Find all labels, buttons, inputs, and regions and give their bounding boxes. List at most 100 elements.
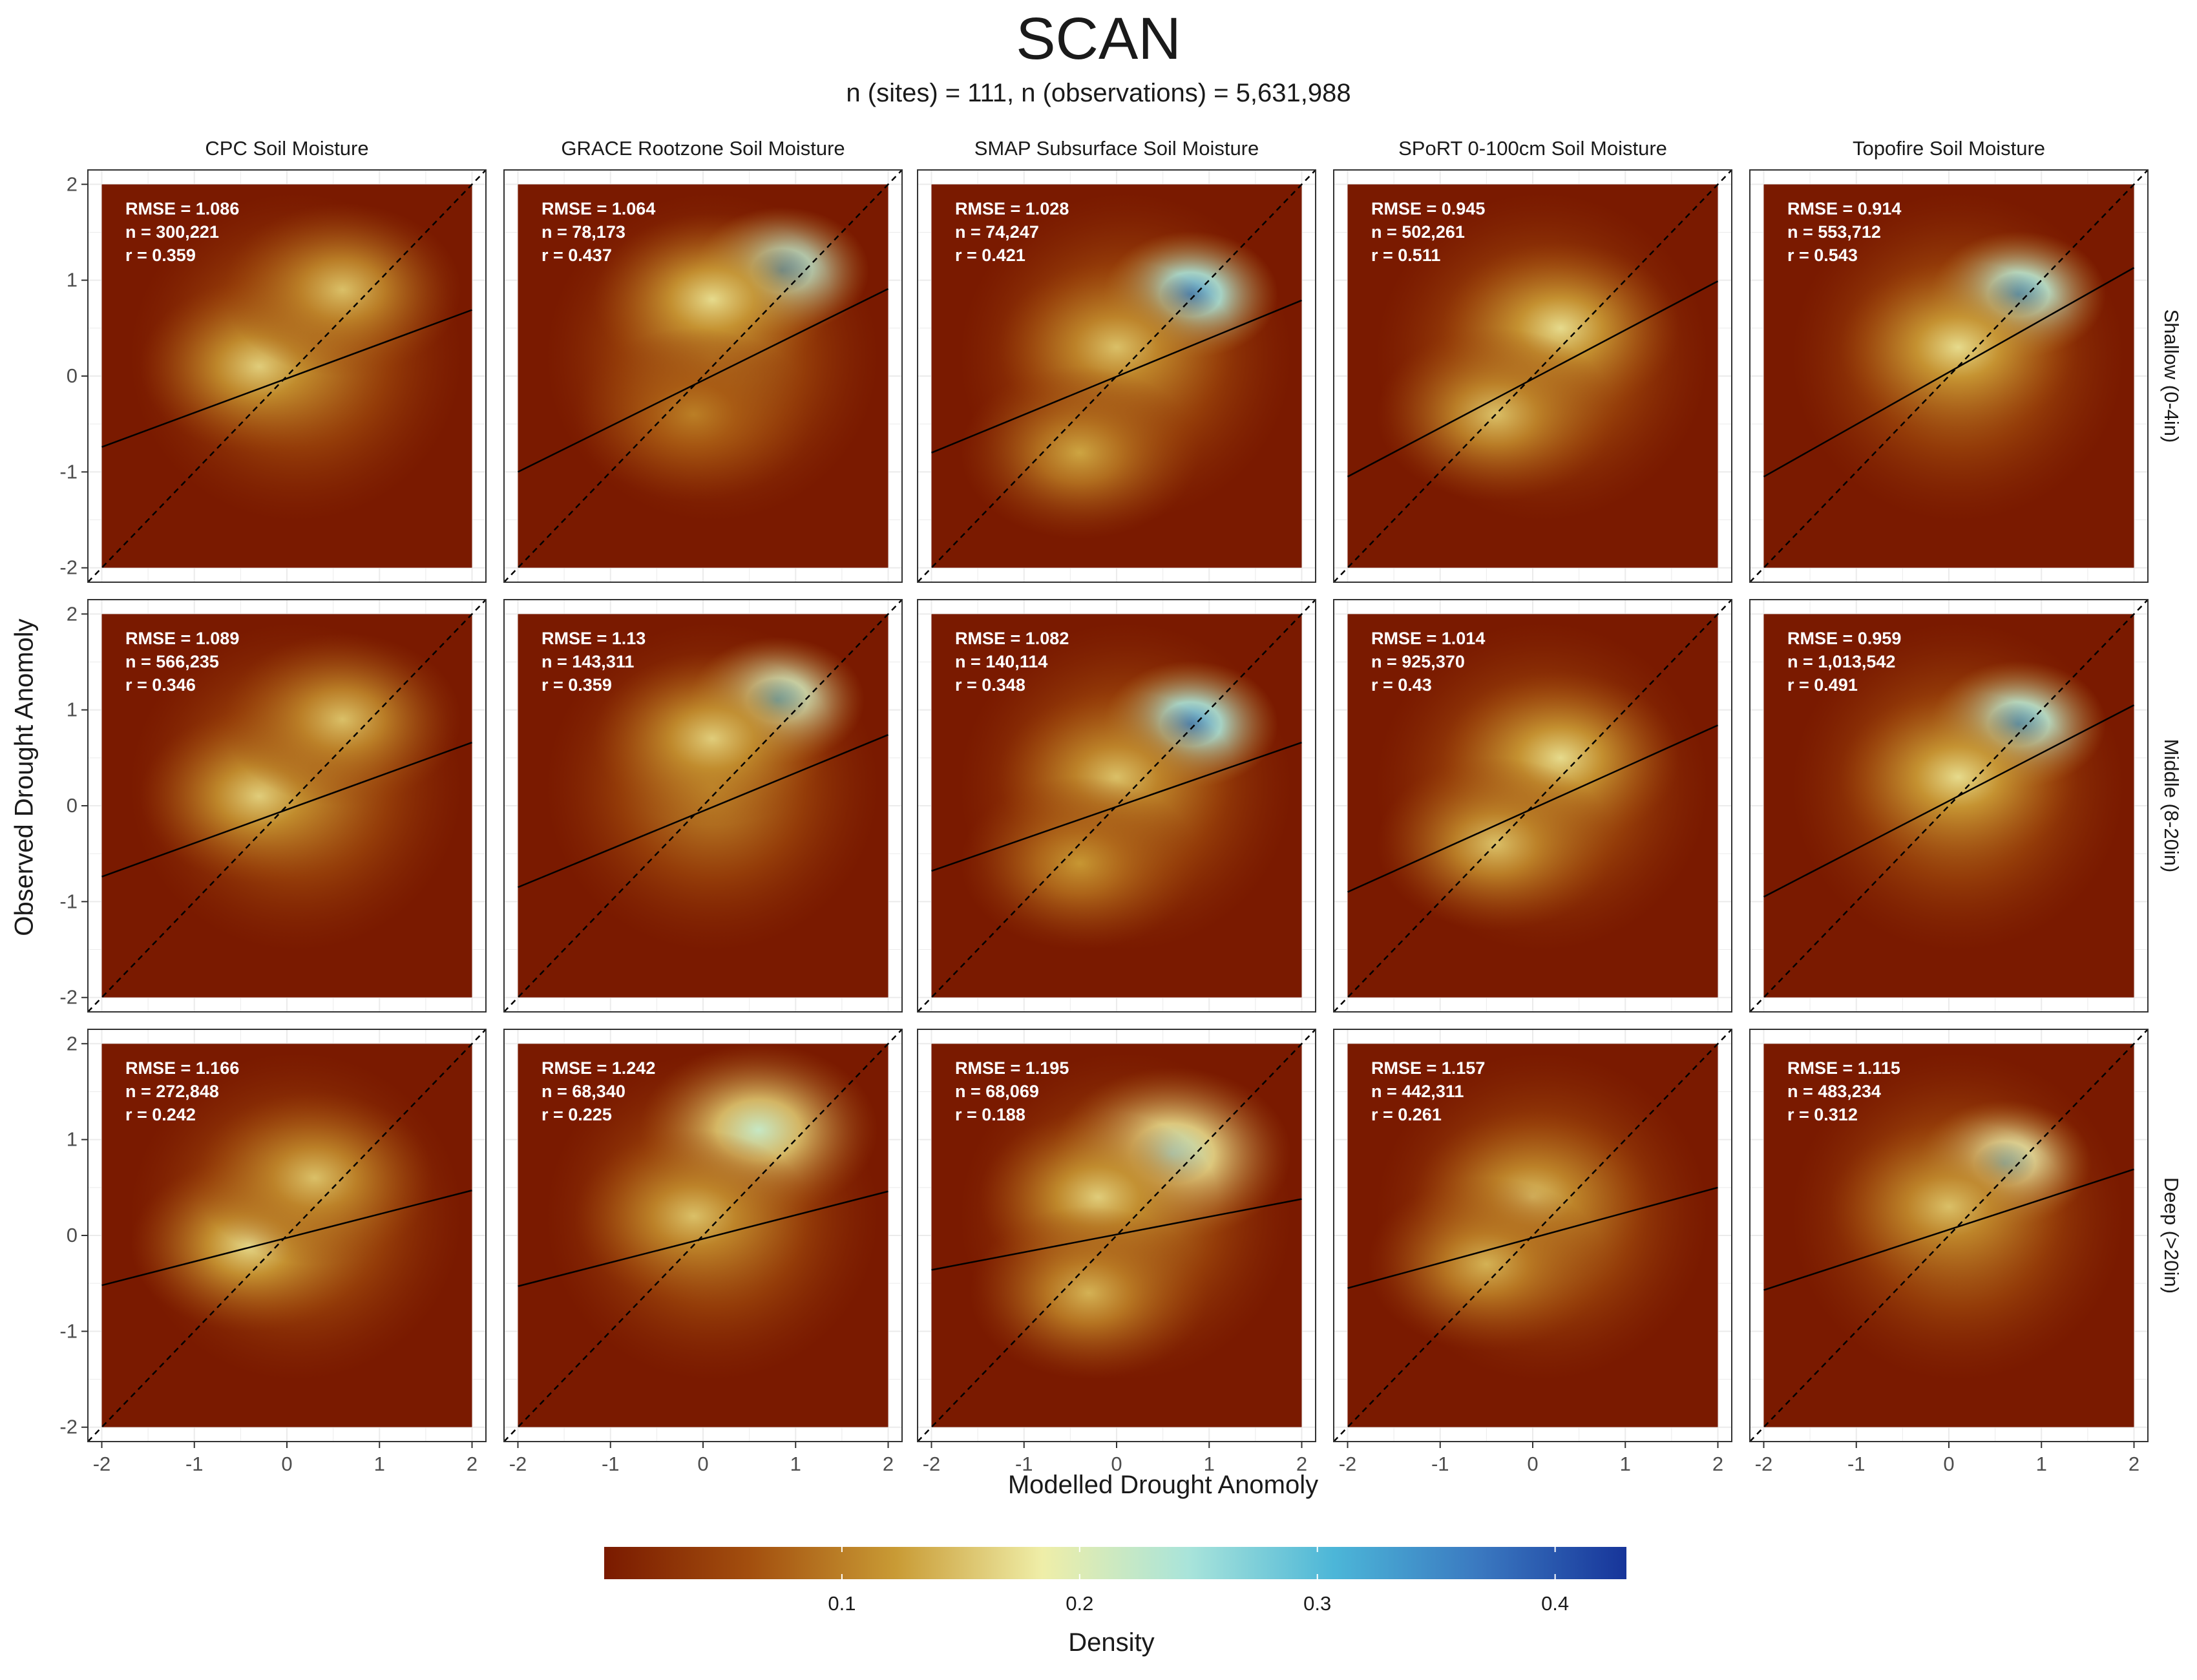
density-heatmap xyxy=(931,614,1302,998)
panel-stat-label: r = 0.242 xyxy=(125,1105,196,1124)
panel-stat-label: r = 0.225 xyxy=(541,1105,612,1124)
x-tick-label: 1 xyxy=(1620,1453,1631,1475)
y-tick-label: 0 xyxy=(67,364,78,387)
y-tick-label: 2 xyxy=(67,602,78,625)
x-tick-label: 1 xyxy=(790,1453,801,1475)
heatmap-cell xyxy=(195,1091,434,1265)
heatmap-cell xyxy=(960,366,1199,540)
x-tick-label: 2 xyxy=(883,1453,894,1475)
panel-stat-label: r = 0.43 xyxy=(1371,675,1432,695)
regression-line xyxy=(1763,1168,2134,1291)
heatmap-cell xyxy=(960,777,1199,950)
y-tick-label: 1 xyxy=(67,269,78,291)
panel: RMSE = 0.945 n = 502,261 r = 0.511 xyxy=(1333,169,1732,583)
x-tick-label: -2 xyxy=(1755,1453,1773,1475)
regression-line xyxy=(931,299,1302,454)
panel-border xyxy=(917,599,1316,1013)
facet-row-label: Deep (>20in) xyxy=(2160,1177,2183,1294)
density-heatmap xyxy=(518,1044,888,1427)
panel-stat-label: r = 0.188 xyxy=(955,1105,1025,1124)
panel: RMSE = 1.157 n = 442,311 r = 0.261 xyxy=(1333,1029,1732,1442)
heatmap-cell xyxy=(969,1206,1208,1380)
density-heatmap xyxy=(1763,184,2134,568)
legend-tick-label: 0.2 xyxy=(1066,1592,1093,1615)
panel: RMSE = 1.13 n = 143,311 r = 0.359 xyxy=(503,599,903,1013)
panel-stat-label: r = 0.511 xyxy=(1371,246,1440,265)
regression-line xyxy=(931,741,1302,872)
panel: RMSE = 1.195 n = 68,069 r = 0.188 xyxy=(917,1029,1316,1442)
density-heatmap xyxy=(101,1044,472,1427)
y-tick-label: 1 xyxy=(67,1128,78,1151)
x-axis-label: Modelled Drought Anomoly xyxy=(1007,1471,1319,1499)
x-tick-label: 0 xyxy=(697,1453,708,1475)
regression-line xyxy=(101,741,472,877)
facet-column-label: GRACE Rootzone Soil Moisture xyxy=(561,137,845,160)
panel-stat-label: n = 925,370 xyxy=(1371,652,1465,671)
one-to-one-line xyxy=(1333,169,1732,583)
regression-line xyxy=(931,1198,1302,1271)
heatmap-cell xyxy=(223,633,462,806)
facet-column-label: SMAP Subsurface Soil Moisture xyxy=(974,137,1259,160)
panel-stat-label: n = 78,173 xyxy=(541,222,625,242)
legend-colorbar xyxy=(604,1547,1626,1579)
regression-line xyxy=(518,1190,888,1287)
panel-stat-label: RMSE = 0.945 xyxy=(1371,199,1485,218)
panel-stat-label: n = 300,221 xyxy=(125,222,219,242)
panel-border xyxy=(503,599,903,1013)
heatmap-cell xyxy=(1838,260,2078,434)
legend-tick-label: 0.4 xyxy=(1541,1592,1569,1615)
panel-stat-label: RMSE = 1.014 xyxy=(1371,629,1485,648)
density-heatmap xyxy=(1347,184,1718,568)
regression-line xyxy=(1763,704,2135,898)
density-heatmap xyxy=(1347,614,1718,998)
y-tick-label: -1 xyxy=(59,890,78,912)
panel-stat-label: n = 68,340 xyxy=(541,1082,625,1101)
panel: RMSE = 1.086 n = 300,221 r = 0.359 xyxy=(87,169,487,583)
panel-border xyxy=(1333,599,1732,1013)
panel-border xyxy=(1749,599,2149,1013)
panel-stat-label: RMSE = 1.157 xyxy=(1371,1058,1485,1078)
facet-column-label: SPoRT 0-100cm Soil Moisture xyxy=(1398,137,1667,160)
panel-stat-label: n = 442,311 xyxy=(1371,1082,1464,1101)
x-tick-label: 1 xyxy=(1204,1453,1215,1475)
facet-column-label: CPC Soil Moisture xyxy=(205,137,368,160)
panel: RMSE = 1.166 n = 272,848 r = 0.242 xyxy=(87,1029,487,1442)
y-tick-label: -1 xyxy=(59,1319,78,1342)
x-tick-label: 2 xyxy=(1712,1453,1723,1475)
heatmap-cell xyxy=(593,652,832,826)
panel-stat-label: n = 483,234 xyxy=(1787,1082,1881,1101)
y-axis-label: Observed Drought Anomoly xyxy=(10,618,39,936)
x-tick-label: 0 xyxy=(1943,1453,1954,1475)
panel-stat-label: n = 140,114 xyxy=(955,652,1047,671)
panel: RMSE = 1.028 n = 74,247 r = 0.421 xyxy=(917,169,1316,583)
panel: RMSE = 1.014 n = 925,370 r = 0.43 xyxy=(1333,599,1732,1013)
one-to-one-line xyxy=(503,599,903,1013)
panel-stat-label: n = 272,848 xyxy=(125,1082,219,1101)
x-tick-label: 2 xyxy=(467,1453,478,1475)
x-tick-label: 0 xyxy=(1527,1453,1538,1475)
one-to-one-line xyxy=(917,599,1316,1013)
y-tick-label: 0 xyxy=(67,794,78,817)
x-tick-label: -2 xyxy=(1339,1453,1357,1475)
panel-stat-label: n = 566,235 xyxy=(125,652,219,671)
panel: RMSE = 1.064 n = 78,173 r = 0.437 xyxy=(503,169,903,583)
one-to-one-line xyxy=(503,1029,903,1442)
density-heatmap xyxy=(1347,1044,1718,1427)
panel-stat-label: RMSE = 1.13 xyxy=(541,629,646,648)
panel-stat-label: RMSE = 1.082 xyxy=(955,629,1069,648)
panel-stat-label: n = 502,261 xyxy=(1371,222,1465,242)
regression-line xyxy=(517,288,889,473)
regression-line xyxy=(1347,280,1719,478)
y-tick-label: -1 xyxy=(59,460,78,483)
panel-stat-label: r = 0.359 xyxy=(541,675,612,695)
panel-stat-label: RMSE = 0.914 xyxy=(1787,199,1901,218)
density-heatmap xyxy=(101,184,472,568)
panel-stat-label: RMSE = 1.086 xyxy=(125,199,239,218)
figure-subtitle: n (sites) = 111, n (observations) = 5,63… xyxy=(846,79,1351,107)
density-heatmap xyxy=(518,184,888,568)
one-to-one-line xyxy=(503,169,903,583)
panel-stat-label: RMSE = 1.195 xyxy=(955,1058,1069,1078)
y-tick-label: -2 xyxy=(59,556,78,579)
panel-stat-label: r = 0.543 xyxy=(1787,246,1858,265)
